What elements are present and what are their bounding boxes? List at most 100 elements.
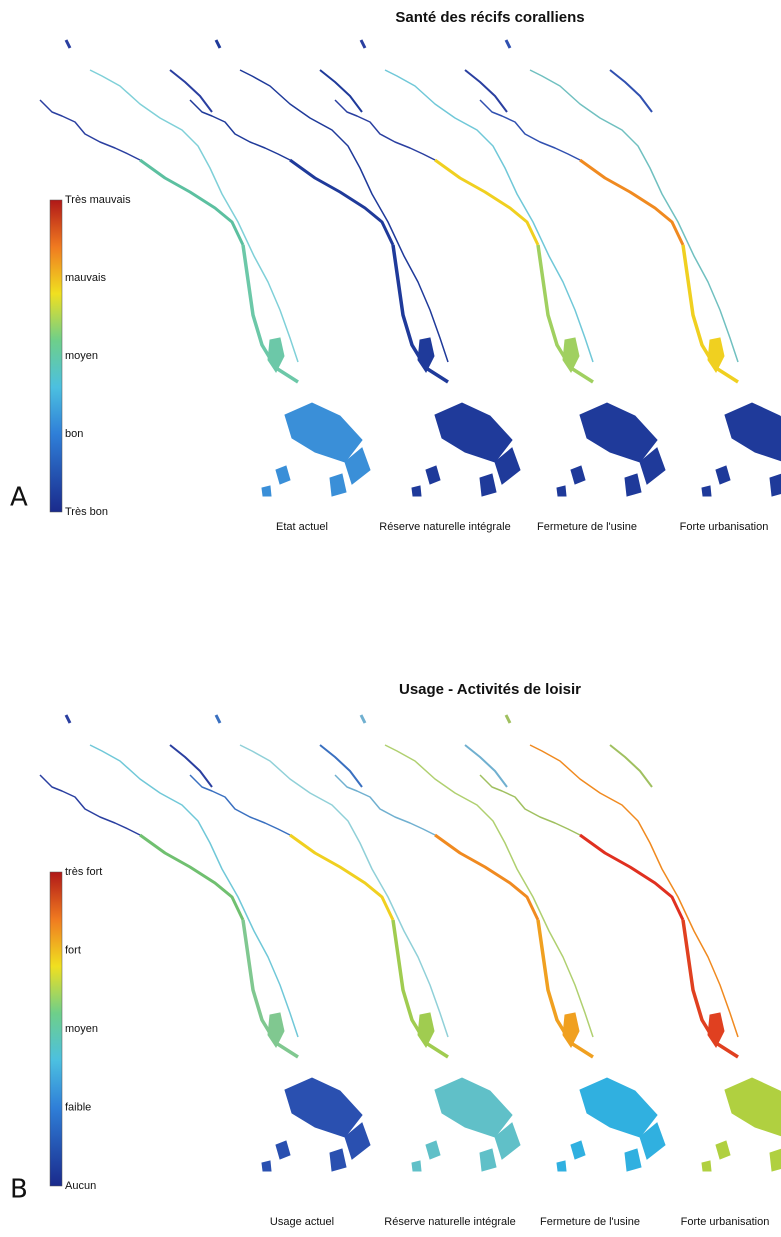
island (479, 473, 497, 497)
island (639, 1122, 666, 1160)
island (275, 1140, 291, 1160)
island (715, 1140, 731, 1160)
island (329, 1148, 347, 1172)
island (769, 473, 781, 497)
reef-map (479, 39, 781, 497)
island (434, 1077, 513, 1138)
reef (39, 99, 141, 161)
island (494, 1122, 521, 1160)
island (411, 1160, 422, 1172)
reef (334, 99, 436, 161)
island (715, 465, 731, 485)
legend-label: bon (65, 428, 83, 440)
reef-map (39, 39, 371, 497)
island (562, 337, 580, 373)
scenario-label: Forte urbanisation (680, 521, 769, 533)
reef (681, 244, 739, 384)
island (579, 402, 658, 463)
island (724, 1077, 781, 1137)
reef (189, 774, 291, 836)
legend-label: mauvais (65, 272, 106, 284)
reef (536, 919, 594, 1059)
island (556, 485, 567, 497)
reef (391, 244, 449, 384)
legend-label: moyen (65, 1023, 98, 1035)
reef-map (334, 39, 666, 497)
reef-map (39, 714, 371, 1172)
island (344, 1122, 371, 1160)
island (624, 1148, 642, 1172)
reef (479, 774, 581, 836)
reef (319, 69, 363, 113)
scenario-label: Usage actuel (270, 1216, 334, 1228)
island (562, 1012, 580, 1048)
island (701, 485, 712, 497)
reef (214, 714, 222, 724)
reef (579, 158, 685, 246)
island (425, 465, 441, 485)
island (624, 473, 642, 497)
legend-label: Très mauvais (65, 194, 131, 206)
reef (359, 714, 367, 724)
reef (536, 244, 594, 384)
reef (529, 744, 739, 1038)
reef (464, 744, 508, 788)
scenario-label: Forte urbanisation (681, 1216, 770, 1228)
island (707, 337, 725, 373)
reef (464, 69, 508, 113)
reef (579, 833, 685, 921)
panel-letter: A (10, 483, 28, 513)
island (701, 1160, 712, 1172)
island (261, 1160, 272, 1172)
reef (139, 833, 245, 921)
reef-map (334, 714, 666, 1172)
reef (434, 833, 540, 921)
reef (64, 39, 72, 49)
reef (189, 99, 291, 161)
reef (239, 69, 449, 363)
island (344, 447, 371, 485)
reef (239, 744, 449, 1038)
scenario-label: Fermeture de l'usine (537, 521, 637, 533)
reef (169, 69, 213, 113)
reef (504, 714, 512, 724)
island (417, 1012, 435, 1048)
island (570, 1140, 586, 1160)
island (267, 337, 285, 373)
legend-label: faible (65, 1101, 91, 1113)
reef (241, 244, 299, 384)
reef (39, 774, 141, 836)
island (724, 402, 781, 462)
panel-title: Usage - Activités de loisir (399, 681, 581, 698)
colorbar (49, 871, 63, 1187)
reef (529, 69, 739, 363)
reef-map (189, 714, 521, 1172)
island (275, 465, 291, 485)
reef (434, 158, 540, 246)
island (570, 465, 586, 485)
reef (214, 39, 222, 49)
legend-label: Aucun (65, 1180, 96, 1192)
panel-letter: B (10, 1175, 28, 1205)
scenario-label: Réserve naturelle intégrale (379, 521, 510, 533)
island (417, 337, 435, 373)
reef (64, 714, 72, 724)
island (579, 1077, 658, 1138)
island (411, 485, 422, 497)
reef (681, 919, 739, 1059)
reef (139, 158, 245, 246)
island (284, 1077, 363, 1138)
reef (479, 99, 581, 161)
reef (241, 919, 299, 1059)
island (556, 1160, 567, 1172)
scenario-label: Fermeture de l'usine (540, 1216, 640, 1228)
scenario-label: Réserve naturelle intégrale (384, 1216, 515, 1228)
legend-label: Très bon (65, 506, 108, 518)
reef (89, 69, 299, 363)
reef-map (479, 714, 781, 1172)
island (267, 1012, 285, 1048)
colorbar (49, 199, 63, 513)
reef-map (189, 39, 521, 497)
reef (359, 39, 367, 49)
